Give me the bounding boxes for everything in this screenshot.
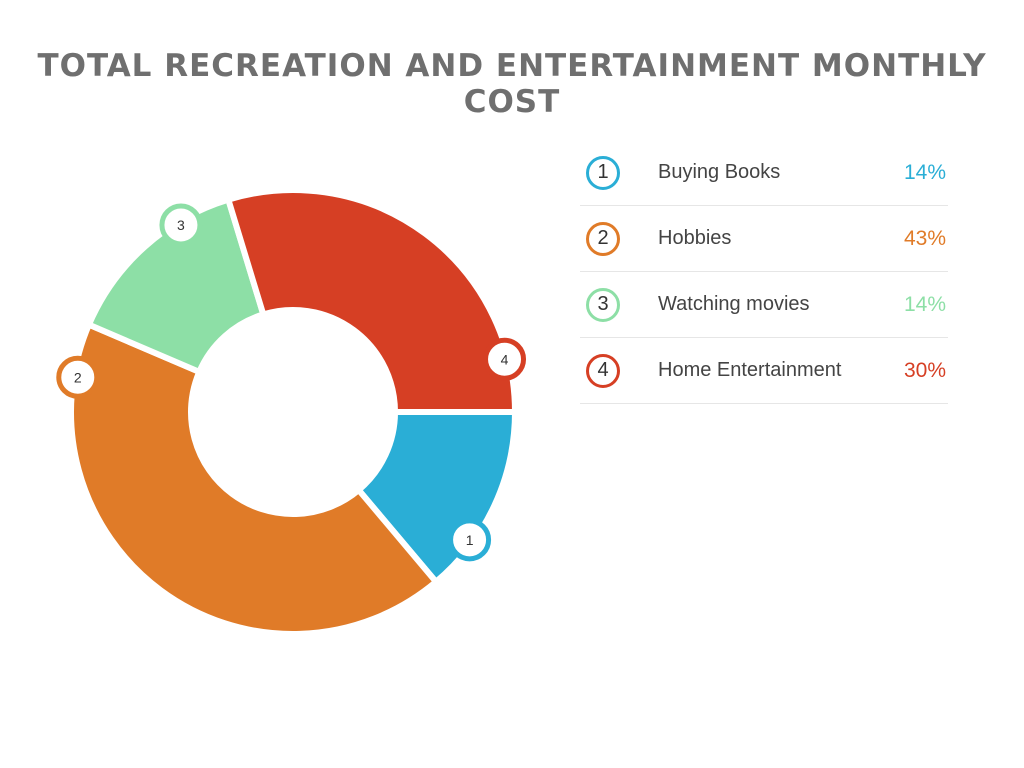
legend-label: Buying Books [658, 161, 781, 183]
donut-chart: 1 2 3 4 [56, 187, 527, 637]
legend-label: Watching movies [658, 293, 810, 315]
legend-value: 30% [903, 358, 946, 382]
chart-title: Total Recreation and Entertainment Month… [37, 48, 987, 120]
legend-label: Home Entertainment [658, 359, 842, 381]
legend-marker: 1 [586, 155, 620, 190]
donut-slice-1 [354, 409, 519, 587]
chart-legend: 1 Buying Books 14% 2 Hobbies 43% 3 Watch… [580, 140, 948, 404]
legend-label: Hobbies [658, 227, 732, 249]
slice-marker-label: 4 [501, 351, 509, 367]
donut-slice-3 [84, 195, 268, 376]
slice-marker-circle [56, 355, 100, 399]
legend-value: 14% [903, 292, 946, 316]
legend-value: 14% [903, 160, 946, 184]
donut-slice-4 [224, 187, 519, 415]
legend-item-hobbies: 2 Hobbies 43% [580, 206, 948, 272]
slice-marker-circle [448, 518, 492, 562]
legend-item-home-entertainment: 4 Home Entertainment 30% [580, 338, 948, 404]
slice-marker-circle [159, 203, 203, 247]
slice-marker-1: 1 [448, 518, 492, 562]
legend-item-buying-books: 1 Buying Books 14% [580, 140, 948, 206]
slice-marker-2: 2 [56, 355, 100, 399]
slice-marker-label: 2 [74, 369, 82, 385]
slice-marker-3: 3 [159, 203, 203, 247]
slice-marker-label: 1 [466, 532, 474, 548]
legend-marker: 4 [586, 353, 620, 388]
legend-item-watching-movies: 3 Watching movies 14% [580, 272, 948, 338]
legend-marker: 3 [586, 287, 620, 322]
slice-marker-4: 4 [483, 337, 527, 381]
legend-value: 43% [903, 226, 946, 250]
legend-marker: 2 [586, 221, 620, 256]
slice-marker-label: 3 [177, 217, 185, 233]
slice-marker-circle [483, 337, 527, 381]
